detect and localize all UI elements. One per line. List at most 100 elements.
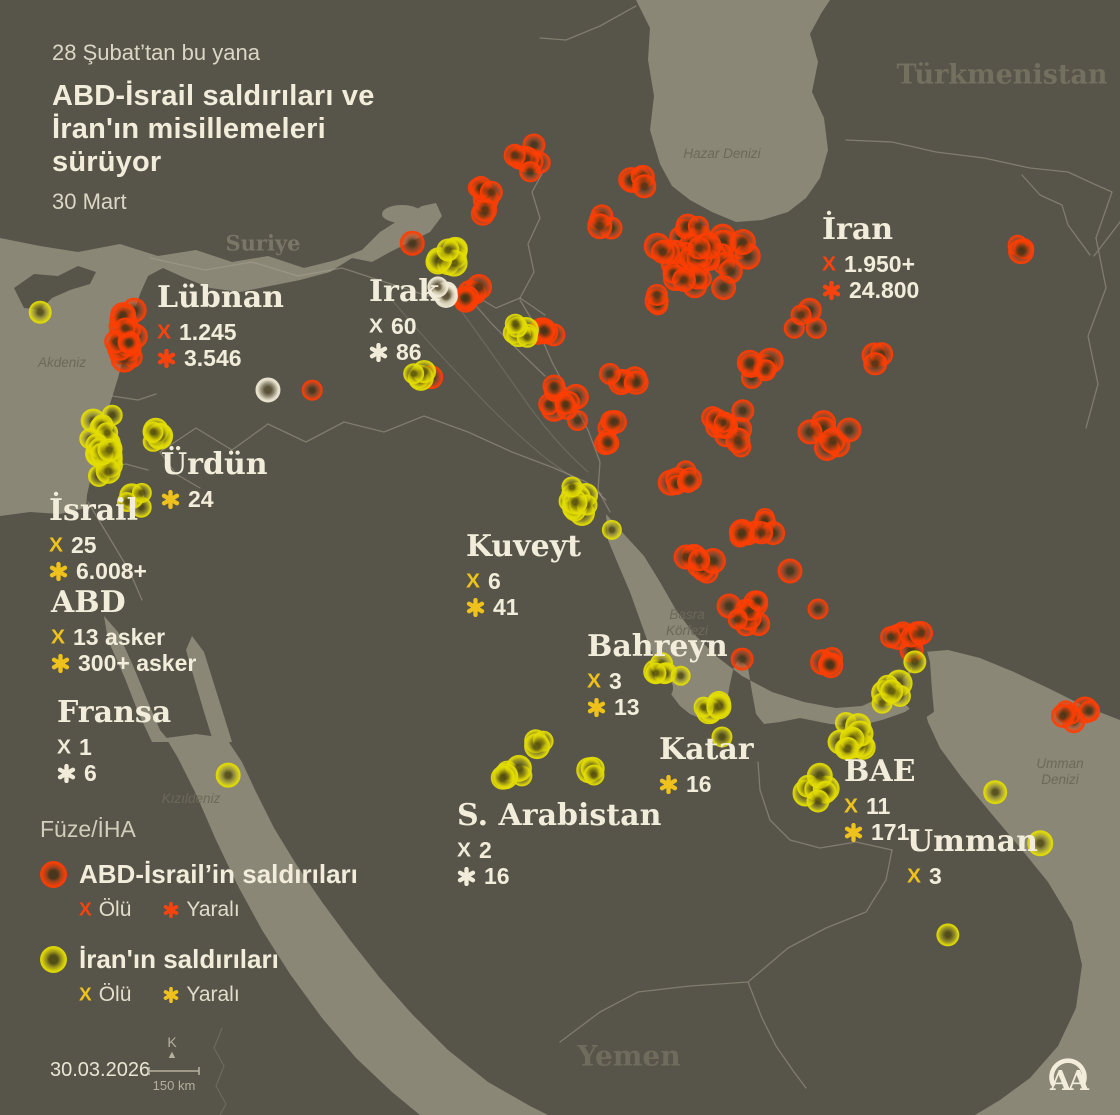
wounded-asterisk-icon [822,280,841,300]
border-azerbaijan [539,5,637,41]
dead-x-icon: X [51,626,66,648]
wounded-count: 24.800 [822,277,919,303]
wounded-count: 16 [457,863,661,889]
sea-label-hazar-denizi: Hazar Denizi [683,146,761,161]
country-label-i-srail: İsrail X 25 6.008+ [49,495,147,584]
svg-text:AA: AA [1049,1066,1090,1097]
wounded-asterisk-icon [457,866,476,886]
country-name: S. Arabistan [457,798,662,833]
wounded-count: 171 [844,819,916,845]
neighbor-label-suriye: Suriye [225,230,301,256]
header-date: 30 Mart [52,189,127,214]
dead-count: X 13 asker [51,623,166,650]
country-label-umman: Umman X 3 [907,826,1038,889]
country-label-fransa: Fransa X 1 6 [57,697,171,786]
scale-bar-line [148,1067,200,1075]
persian-gulf-arabian-sea [606,514,1120,1115]
north-arrow: K ▲ [160,1035,184,1062]
scale-label: 150 km [152,1078,196,1093]
country-name: Fransa [57,695,172,730]
gulf-of-aqaba [186,636,232,744]
wounded-asterisk-icon [466,597,485,617]
country-name: Irak [369,274,440,309]
border-turkey-syria-iraq [149,257,546,316]
wounded-count: 24 [161,486,268,512]
dead-count: X 60 [369,312,417,339]
sea-label-umman-denizi: Umman Denizi [1036,756,1084,787]
euphrates-river [391,299,603,495]
dead-x-icon: X [587,670,602,692]
red-attack-dot-icon [40,861,67,888]
page-title-line-3: sürüyor [52,146,162,178]
country-label-bahreyn: Bahreyn X 3 13 [587,631,728,720]
country-label-katar: Katar 16 [659,734,754,797]
red-sea [166,734,548,1115]
dead-x-icon: X [57,736,72,758]
wounded-asterisk-icon [51,653,70,673]
page-title-line-2: İran'ın misillemeleri [52,113,326,145]
gulf-of-suez [104,616,170,742]
wounded-count: 13 [587,694,728,720]
legend-item-label: İran'ın saldırıları [79,944,279,974]
legend-item-i-ran-n-sald-r-lar: İran'ın saldırıları X Ölü Yaralı [40,944,358,1007]
scale-bar: 150 km [146,1066,202,1093]
wounded-count: 86 [369,339,439,365]
country-label-bae: BAE X 11 171 [844,756,916,845]
caspian-sea [636,0,830,222]
wounded-asterisk-icon [369,342,388,362]
header-kicker: 28 Şubat’tan bu yana [52,40,260,65]
sea-label-k-z-ldeniz: Kızıldeniz [161,791,221,806]
wounded-asterisk-icon [844,822,863,842]
tigris-river [451,297,589,473]
country-label-i-ran: İran X 1.950+ 24.800 [822,214,919,303]
wounded-asterisk-icon [57,763,76,783]
country-name: ABD [51,585,126,620]
dead-count: X 1.245 [157,318,237,345]
sea-label-basra-k-rfezi: Basra Körfezi [665,607,709,638]
dead-x-icon: X [49,534,64,556]
dead-x-icon: X [907,865,922,887]
page-title-line-1: ABD-İsrail saldırıları ve [52,80,375,112]
country-name: Kuveyt [466,529,582,564]
dead-x-icon: X [157,321,172,343]
header: 28 Şubat’tan bu yana ABD-İsrail saldırıl… [52,40,375,215]
country-name: Umman [907,824,1038,859]
wounded-count: 6 [57,760,171,786]
dead-x-icon: X [822,253,837,275]
wounded-count: 16 [659,771,754,797]
mediterranean-sea [0,203,442,516]
border-turkey-iran [519,169,545,299]
wounded-count: 300+ asker [51,650,196,676]
dead-x-icon: X [457,839,472,861]
dead-count: X 11 [844,792,891,819]
musandam-peninsula [906,640,934,720]
wounded-asterisk-icon [164,987,179,1003]
country-name: Ürdün [161,447,268,482]
border-egypt-israel [87,501,143,601]
yellow-attack-dot-icon [40,946,67,973]
wounded-count: 6.008+ [49,558,147,584]
dead-x-icon: X [844,795,859,817]
dead-x-icon: X [79,985,92,1005]
dead-x-icon: X [466,570,481,592]
country-label-irak: Irak X 60 86 [369,276,439,365]
neighbor-label-yemen: Yemen [577,1039,681,1073]
dead-x-icon: X [369,315,384,337]
border-saudi-yemen-oman [559,849,893,1089]
legend-item-label: ABD-İsrail’in saldırıları [79,859,358,889]
wounded-asterisk-icon [49,561,68,581]
border-jordan-saudi [159,451,201,489]
aa-agency-logo: AA [1040,1044,1096,1107]
legend-casualty-key: X Ölü Yaralı [79,983,240,1006]
legend-heading: Füze/İHA [40,816,136,842]
sea-label-akdeniz: Akdeniz [37,355,87,370]
wounded-count: 41 [466,594,581,620]
dead-count: X 25 [49,531,97,558]
